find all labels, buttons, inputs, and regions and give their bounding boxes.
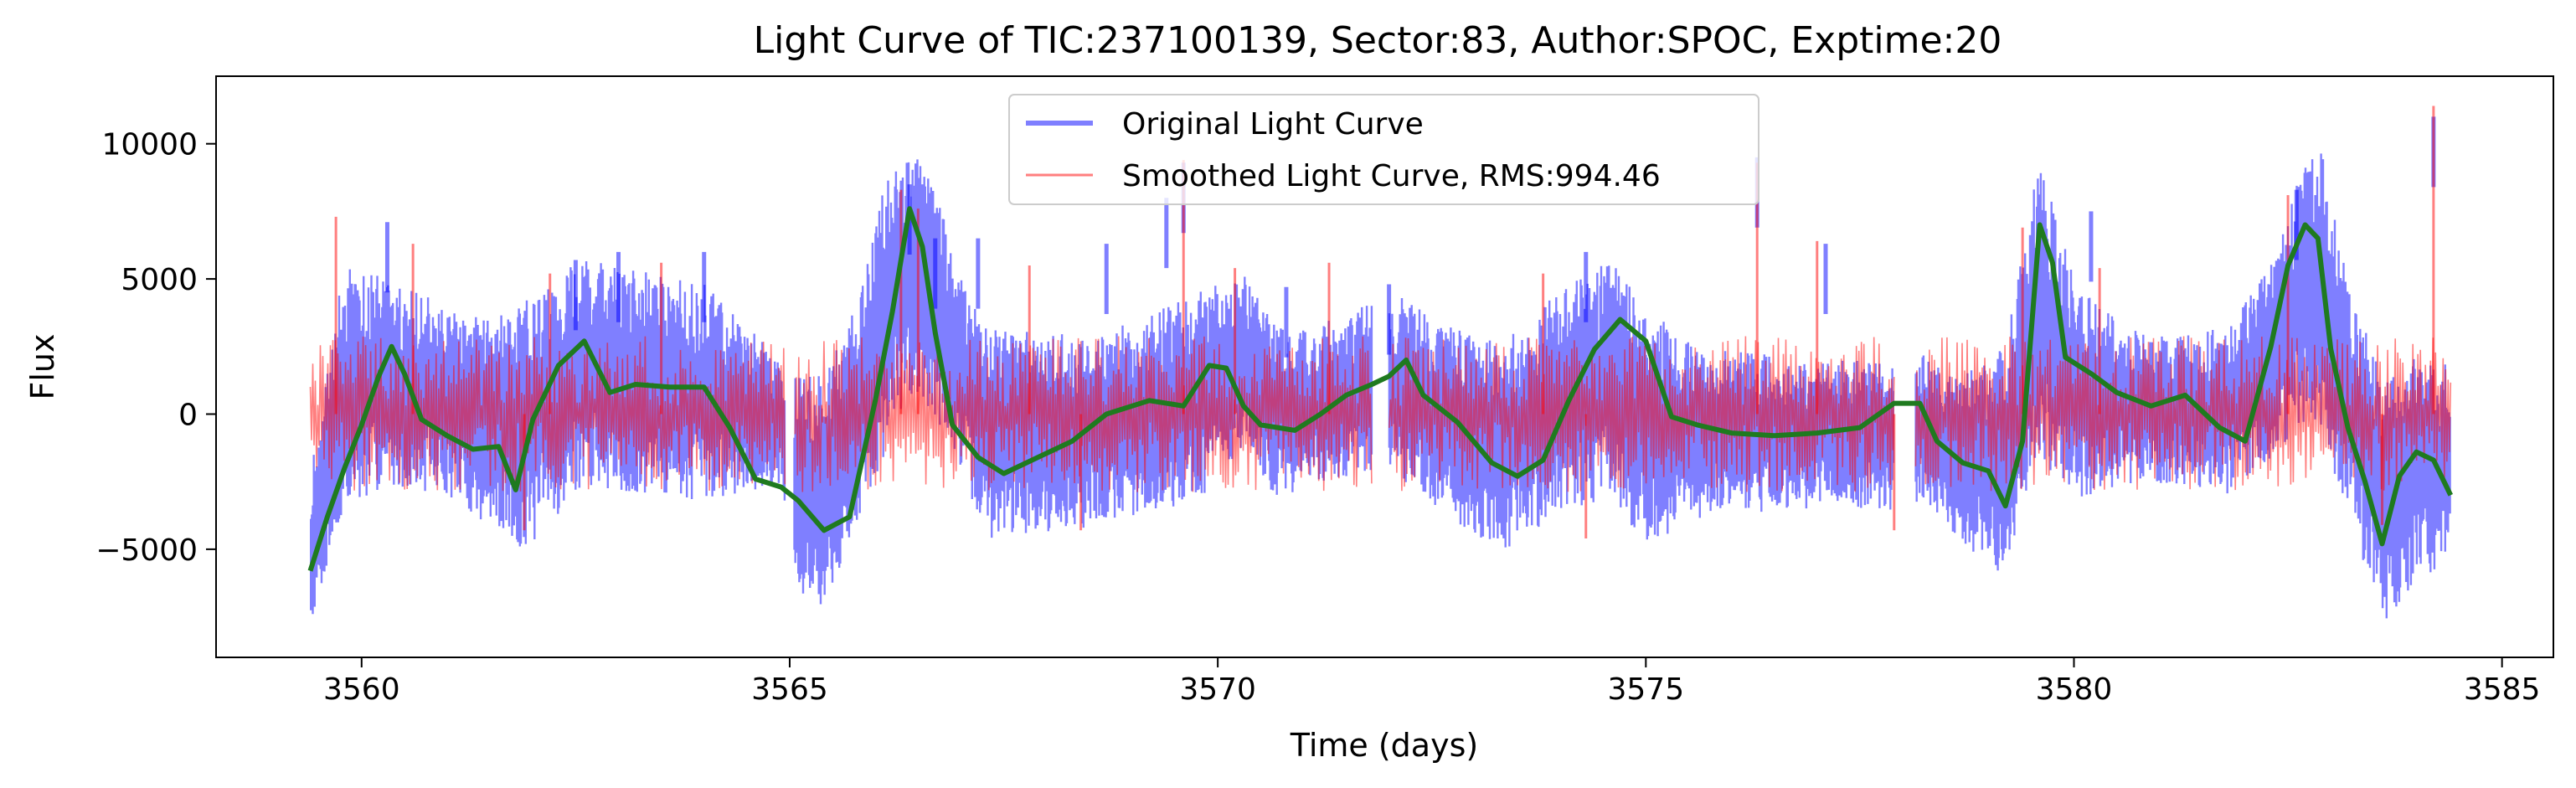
x-tick-label: 3585	[2464, 672, 2541, 707]
plot-frame	[215, 75, 2554, 658]
x-axis-label: Time (days)	[1290, 727, 1478, 764]
x-tick-label: 3565	[751, 672, 828, 707]
trend-line	[307, 206, 2453, 572]
y-tick-label: 0	[178, 398, 198, 432]
x-tick-label: 3560	[323, 672, 400, 707]
legend-label-smoothed: Smoothed Light Curve, RMS:994.46	[1122, 159, 1661, 193]
legend: Original Light Curve Smoothed Light Curv…	[1008, 94, 1759, 205]
y-tick-label: −5000	[95, 533, 198, 568]
x-axis: 3560 3565 3570 3575 3580 3585	[323, 657, 2540, 707]
series-trend-line	[307, 206, 2453, 572]
series-smoothed-light-curve	[309, 106, 2452, 538]
x-tick-label: 3575	[1608, 672, 1685, 707]
legend-label-original: Original Light Curve	[1122, 107, 1424, 142]
smoothed-light-curve-line	[309, 336, 2452, 492]
x-tick-label: 3570	[1179, 672, 1256, 707]
y-tick-label: 5000	[121, 263, 198, 297]
chart-title: Light Curve of TIC:237100139, Sector:83,…	[754, 19, 2002, 62]
x-tick-label: 3580	[2036, 672, 2113, 707]
legend-box	[1008, 94, 1759, 205]
y-tick-label: 10000	[101, 128, 198, 162]
y-axis-label: Flux	[24, 334, 61, 400]
y-axis: −5000 0 5000 10000	[95, 128, 216, 568]
plot-area	[307, 106, 2453, 619]
